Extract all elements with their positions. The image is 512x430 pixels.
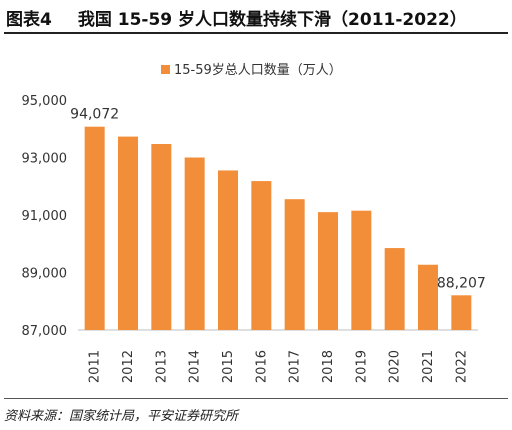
- legend-label: 15-59岁总人口数量（万人）: [174, 63, 342, 78]
- x-tick-label: 2015: [221, 350, 236, 383]
- x-tick-label: 2022: [454, 350, 469, 383]
- x-tick-label: 2011: [88, 350, 103, 383]
- figure-label: 图表4: [6, 9, 52, 30]
- x-tick-label: 2021: [421, 350, 436, 383]
- y-tick-label: 91,000: [22, 209, 68, 224]
- bar-2018: [318, 212, 338, 330]
- x-tick-label: 2013: [154, 350, 169, 383]
- bar-chart: 15-59岁总人口数量（万人） 87,000 89,000 91,000 93,000 9…: [22, 63, 486, 383]
- x-tick-label: 2018: [321, 350, 336, 383]
- figure-header: 图表4 我国 15-59 岁人口数量持续下滑（2011-2022）: [4, 2, 508, 34]
- source-note: 资料来源：国家统计局，平安证券研究所: [4, 398, 508, 424]
- figure-title: 我国 15-59 岁人口数量持续下滑（2011-2022）: [77, 9, 467, 30]
- y-tick-label: 95,000: [22, 94, 68, 109]
- y-tick-label: 87,000: [22, 324, 68, 339]
- bar-2019: [351, 210, 372, 330]
- x-tick-label: 2019: [354, 350, 369, 383]
- data-label: 94,072: [70, 107, 119, 123]
- legend: 15-59岁总人口数量（万人）: [161, 63, 342, 78]
- bar-2016: [251, 181, 272, 330]
- x-tick-label: 2020: [388, 350, 403, 383]
- bar-2017: [284, 199, 305, 330]
- data-label: 88,207: [437, 275, 486, 291]
- x-tick-label: 2012: [121, 350, 136, 383]
- x-tick-label: 2016: [254, 350, 269, 383]
- y-tick-label: 89,000: [22, 267, 68, 282]
- y-tick-label: 93,000: [22, 152, 68, 167]
- x-tick-label: 2014: [188, 350, 203, 383]
- bar-2015: [218, 170, 238, 330]
- x-tick-label: 2017: [288, 350, 303, 383]
- bar-2012: [118, 136, 138, 330]
- bar-2013: [151, 143, 172, 330]
- legend-swatch: [161, 65, 170, 74]
- bar-2011: [84, 126, 105, 331]
- bar-2022: [451, 295, 472, 330]
- bar-2021: [418, 264, 438, 330]
- bar-2014: [184, 157, 205, 330]
- bar-2020: [384, 248, 405, 330]
